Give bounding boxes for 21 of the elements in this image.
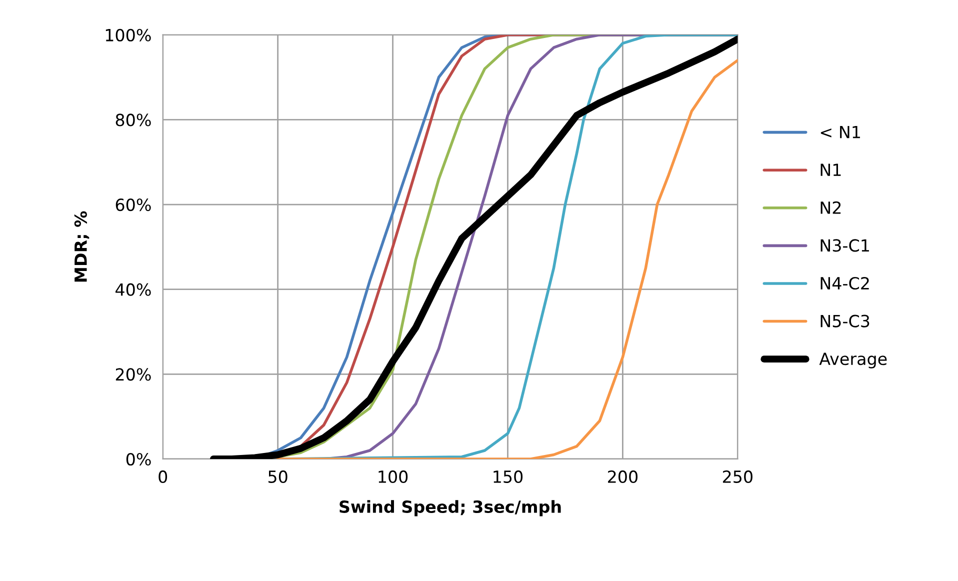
legend-label: N1 bbox=[820, 164, 841, 176]
y-tick-label: 20% bbox=[116, 368, 151, 381]
x-tick-label: 0 bbox=[158, 470, 168, 483]
y-tick-label: 0% bbox=[126, 452, 151, 466]
legend-label: N4-C2 bbox=[820, 276, 869, 290]
legend-label: Average bbox=[819, 352, 887, 368]
legend-label: N3-C1 bbox=[820, 239, 869, 252]
x-axis-title: Swind Speed; 3sec/mph bbox=[340, 500, 561, 516]
x-tick-label: 250 bbox=[722, 470, 752, 483]
y-tick-label: 100% bbox=[106, 28, 151, 42]
x-tick-label: 100 bbox=[378, 470, 408, 483]
x-tick-label: 150 bbox=[494, 470, 523, 483]
legend-label: < N1 bbox=[820, 126, 860, 138]
x-tick-label: 50 bbox=[268, 470, 288, 483]
legend-label: N2 bbox=[820, 201, 841, 214]
legend-label: N5-C3 bbox=[820, 314, 870, 328]
y-tick-label: 40% bbox=[116, 283, 151, 296]
y-axis-title: MDR; % bbox=[74, 211, 90, 282]
y-tick-label: 80% bbox=[116, 114, 151, 126]
y-tick-label: 60% bbox=[116, 198, 151, 212]
x-tick-label: 200 bbox=[608, 470, 638, 483]
